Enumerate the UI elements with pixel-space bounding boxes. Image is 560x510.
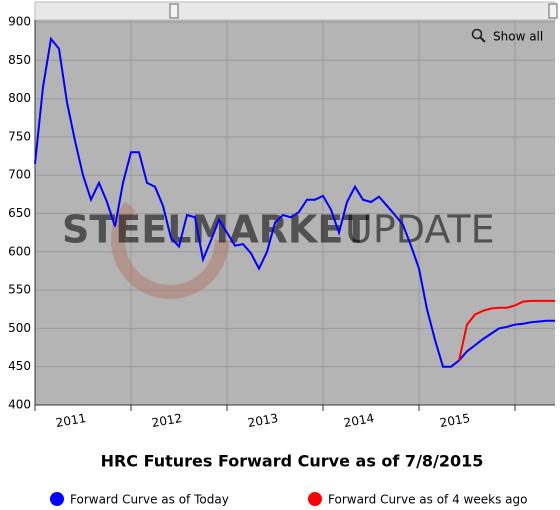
legend-label: Forward Curve as of 4 weeks ago xyxy=(328,493,527,507)
legend-marker xyxy=(50,492,64,506)
x-tick-label: 2014 xyxy=(343,411,376,430)
zoom-label[interactable]: Show all xyxy=(493,30,543,44)
x-tick-label: 2013 xyxy=(247,411,280,430)
y-tick-label: 650 xyxy=(8,206,31,220)
legend-label: Forward Curve as of Today xyxy=(70,493,229,507)
scroll-handle-right[interactable] xyxy=(548,3,558,19)
y-tick-label: 900 xyxy=(8,15,31,29)
watermark-logo xyxy=(111,181,229,299)
y-tick-label: 700 xyxy=(8,168,31,182)
zoom-button[interactable]: Show all xyxy=(471,28,544,44)
y-tick-label: 400 xyxy=(8,398,31,412)
zoom-icon-handle[interactable] xyxy=(479,36,486,43)
series-line xyxy=(34,36,555,368)
watermark-light: UPDATE xyxy=(345,208,495,252)
x-tick-label: 2012 xyxy=(151,411,184,430)
scroll-handle-left[interactable] xyxy=(169,3,179,19)
zoom-icon[interactable] xyxy=(471,28,483,40)
x-tick-label: 2015 xyxy=(439,411,472,430)
y-tick-label: 550 xyxy=(8,283,31,297)
plot-background xyxy=(35,20,555,405)
chart-title: HRC Futures Forward Curve as of 7/8/2015 xyxy=(101,452,484,471)
scrollbar[interactable] xyxy=(34,1,556,21)
y-tick-label: 750 xyxy=(8,129,31,143)
y-tick-label: 850 xyxy=(8,53,31,67)
series-line xyxy=(458,299,555,361)
y-tick-label: 450 xyxy=(8,359,31,373)
legend-marker xyxy=(308,492,322,506)
y-tick-label: 600 xyxy=(8,244,31,258)
y-tick-label: 800 xyxy=(8,91,31,105)
y-tick-label: 500 xyxy=(8,321,31,335)
x-tick-label: 2011 xyxy=(55,411,88,430)
